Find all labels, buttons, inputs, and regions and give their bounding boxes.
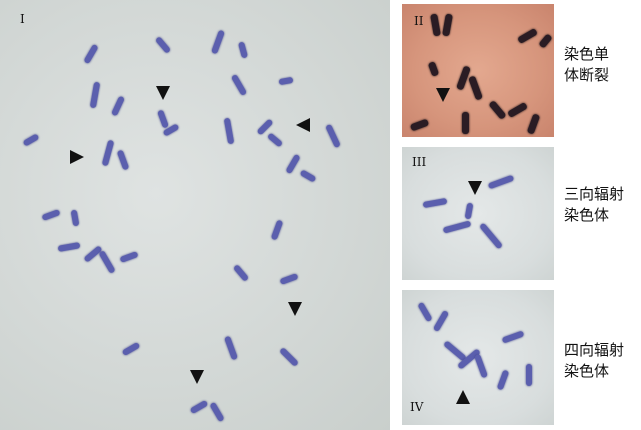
chromosome [507, 101, 528, 119]
panel-quadriradial: IV [402, 290, 554, 425]
label-line: 体断裂 [564, 66, 610, 84]
chromosome [189, 399, 209, 415]
chromosome [430, 13, 441, 37]
chromosome [526, 364, 532, 386]
panel-numeral: III [412, 155, 427, 169]
chromosome [83, 43, 99, 65]
chromosome [442, 13, 453, 37]
chromosome [154, 36, 172, 54]
chromosome [432, 309, 450, 333]
chromosome [496, 369, 510, 391]
chromosome [409, 118, 430, 132]
label-chromatid-break: 染色单 体断裂 [564, 44, 638, 86]
chromosome [70, 209, 80, 227]
arrowhead-marker [296, 118, 310, 132]
chromosome [325, 123, 341, 149]
chromosome [238, 41, 248, 59]
chromosome [479, 222, 503, 250]
label-quadriradial: 四向辐射 染色体 [564, 340, 638, 382]
arrowhead-marker [70, 150, 84, 164]
chromosome [517, 27, 538, 45]
label-line: 三向辐射 [564, 185, 625, 203]
chromosome [223, 117, 235, 145]
chromosome [538, 33, 553, 49]
chromosome [41, 209, 61, 221]
arrowhead-marker [456, 390, 470, 404]
chromosome [422, 197, 448, 209]
label-triradial: 三向辐射 染色体 [564, 184, 638, 226]
panel-numeral: IV [410, 400, 424, 414]
chromosome [526, 113, 541, 135]
panel-numeral: I [20, 12, 25, 26]
chromosome [468, 75, 483, 101]
chromosome [224, 335, 238, 361]
chromosome [111, 95, 125, 117]
label-line: 染色体 [564, 362, 610, 380]
panel-main-micrograph: I [0, 0, 390, 430]
chromosome [278, 76, 294, 86]
chromosome [119, 251, 139, 263]
chromosome [266, 132, 284, 148]
chromosome [464, 202, 474, 220]
chromosome [279, 347, 299, 367]
chromosome [474, 353, 488, 379]
chromosome [157, 109, 169, 129]
arrowhead-marker [190, 370, 204, 384]
chromosome [279, 273, 299, 285]
label-line: 染色体 [564, 206, 610, 224]
arrowhead-marker [156, 86, 170, 100]
chromosome [57, 242, 81, 252]
chromosome [232, 264, 250, 282]
chromosome [121, 341, 141, 357]
chromosome [462, 112, 469, 134]
chromosome [285, 153, 301, 175]
chromosome [209, 401, 225, 423]
chromosome [101, 139, 115, 167]
chromosome [98, 250, 116, 274]
panel-chromatid-break: II [402, 4, 554, 137]
chromosome [427, 61, 440, 77]
arrowhead-marker [288, 302, 302, 316]
chromosome [501, 330, 525, 344]
chromosome [89, 81, 101, 109]
arrowhead-marker [468, 181, 482, 195]
chromosome [270, 219, 284, 241]
chromosome [116, 149, 130, 171]
label-line: 四向辐射 [564, 341, 625, 359]
chromosome [442, 220, 472, 234]
panel-numeral: II [414, 14, 424, 28]
chromosome [417, 301, 433, 323]
chromosome [487, 174, 515, 190]
label-line: 染色单 [564, 45, 610, 63]
arrowhead-marker [436, 88, 450, 102]
chromosome [299, 169, 317, 183]
panel-triradial: III [402, 147, 554, 280]
chromosome [488, 100, 507, 120]
chromosome [22, 133, 40, 147]
chromosome [211, 29, 225, 55]
chromosome [230, 73, 248, 97]
